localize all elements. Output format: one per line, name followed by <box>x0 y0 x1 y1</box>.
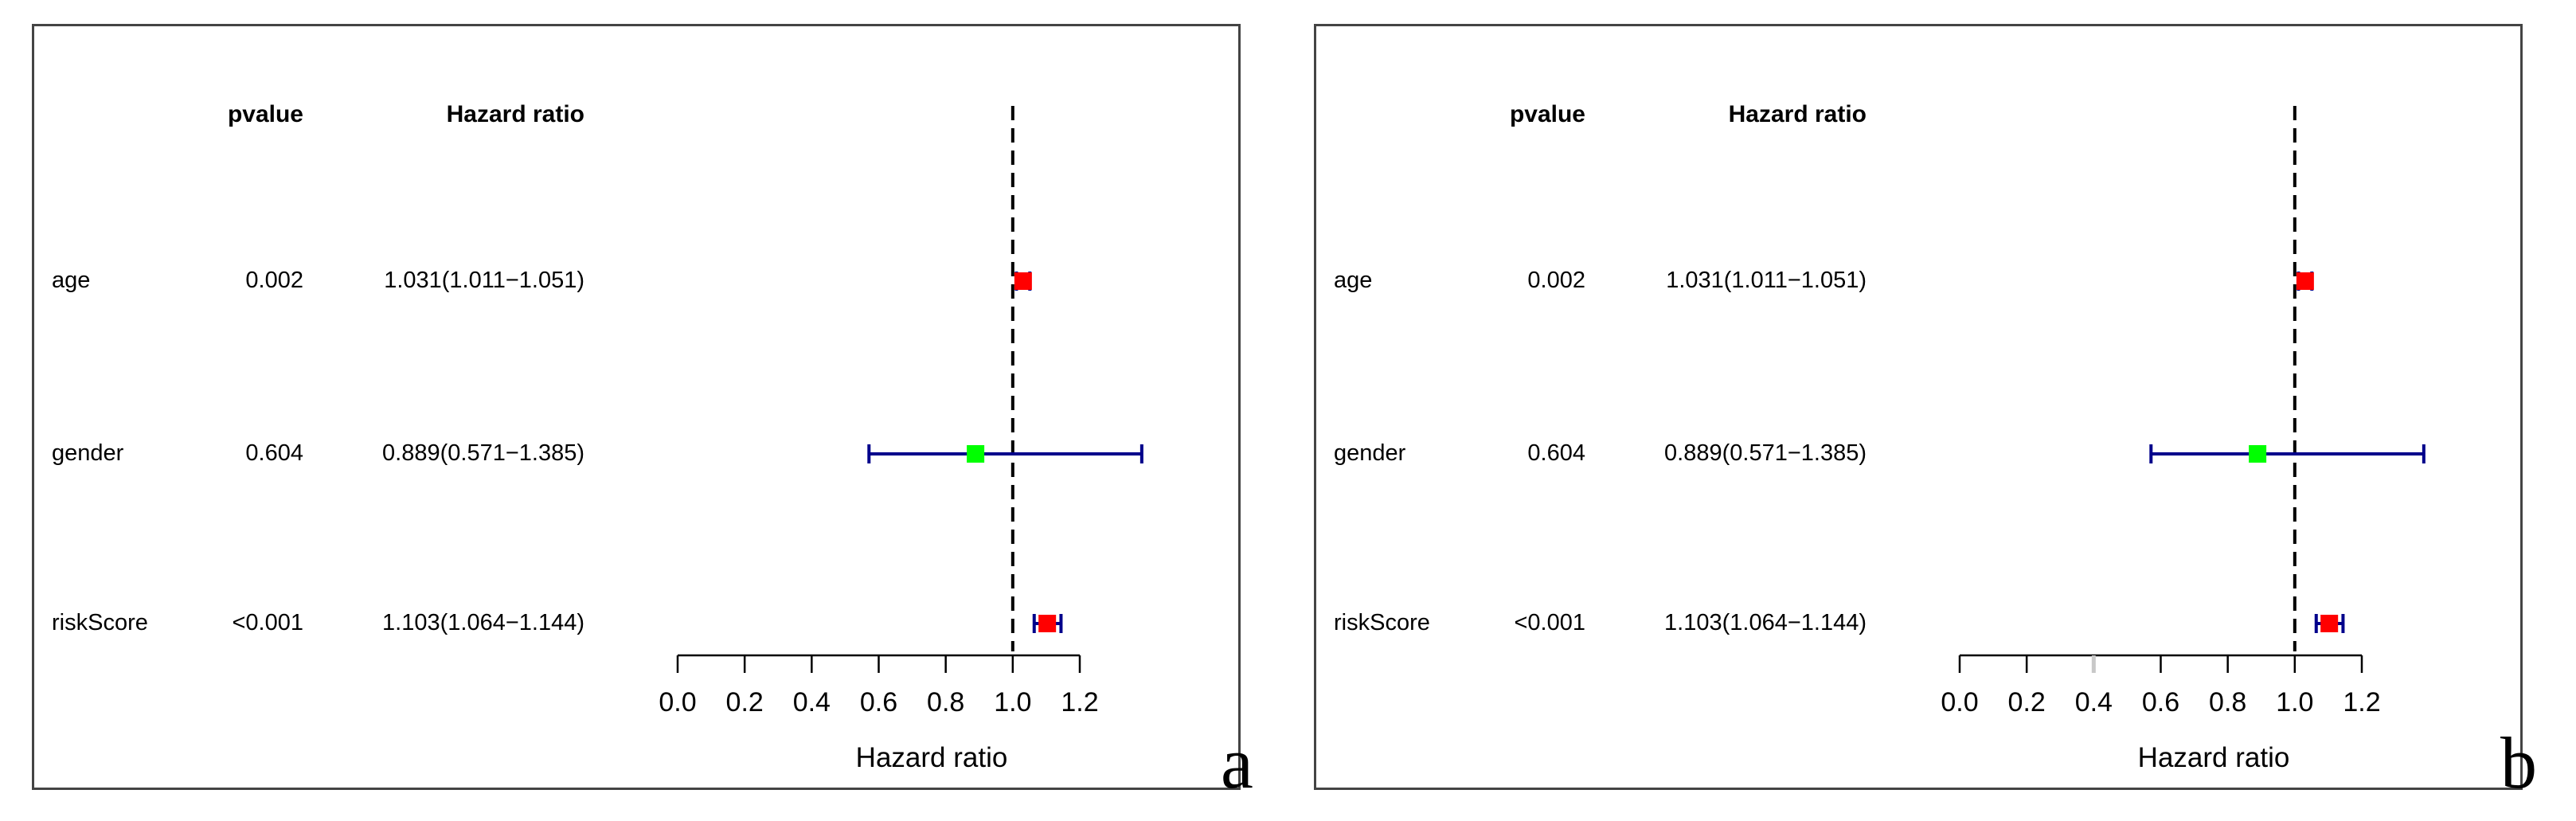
x-tick-label: 1.0 <box>994 687 1031 717</box>
x-tick-label: 1.0 <box>2276 687 2313 717</box>
forest-panel-a: pvalue Hazard ratio age 0.002 1.031(1.01… <box>32 24 1241 790</box>
row-hr-age: 1.031(1.011−1.051) <box>384 268 584 293</box>
point-estimate <box>1038 615 1057 632</box>
plot-marks-b <box>1958 106 2426 673</box>
x-tick-label: 0.4 <box>2075 687 2113 717</box>
row-hr-riskscore: 1.103(1.064−1.144) <box>382 610 584 635</box>
forest-panel-b: pvalue Hazard ratio age 0.002 1.031(1.01… <box>1314 24 2523 790</box>
row-label-gender: gender <box>52 440 124 466</box>
point-estimate <box>1014 272 1032 290</box>
row-label-gender: gender <box>1334 440 1406 466</box>
row-label-riskscore: riskScore <box>52 610 148 635</box>
x-axis-label: Hazard ratio <box>856 742 1008 773</box>
plot-marks-a <box>676 106 1143 673</box>
x-tick-label: 1.2 <box>2343 687 2380 717</box>
row-label-age: age <box>1334 268 1372 293</box>
x-tick-label: 0.6 <box>2142 687 2179 717</box>
x-tick-labels-b: 0.0 0.2 0.4 0.6 0.8 1.0 1.2 <box>1941 687 2380 717</box>
row-pvalue-age: 0.002 <box>1527 268 1585 293</box>
x-tick-label: 0.2 <box>726 687 764 717</box>
x-tick-label: 1.2 <box>1061 687 1098 717</box>
row-pvalue-gender: 0.604 <box>1527 440 1585 466</box>
panel-letter-b: b <box>2500 722 2537 803</box>
x-tick-label: 0.8 <box>2209 687 2246 717</box>
x-tick-label: 0.4 <box>793 687 831 717</box>
pvalue-header: pvalue <box>228 101 303 127</box>
row-pvalue-riskscore: <0.001 <box>1514 610 1585 635</box>
panel-letter-a: a <box>1221 722 1253 803</box>
row-hr-gender: 0.889(0.571−1.385) <box>1664 440 1867 466</box>
x-tick-label: 0.0 <box>659 687 696 717</box>
point-estimate <box>2296 272 2314 290</box>
forest-plot-b: pvalue Hazard ratio age 0.002 1.031(1.01… <box>1334 101 2426 773</box>
hazard-ratio-header: Hazard ratio <box>1729 101 1867 127</box>
x-tick-label: 0.6 <box>860 687 897 717</box>
row-pvalue-riskscore: <0.001 <box>232 610 303 635</box>
hazard-ratio-header: Hazard ratio <box>447 101 584 127</box>
row-label-age: age <box>52 268 90 293</box>
row-hr-age: 1.031(1.011−1.051) <box>1666 268 1867 293</box>
x-tick-label: 0.8 <box>927 687 964 717</box>
forest-plot-a: pvalue Hazard ratio age 0.002 1.031(1.01… <box>52 101 1143 773</box>
point-estimate <box>2320 615 2339 632</box>
x-axis-label: Hazard ratio <box>2138 742 2290 773</box>
pvalue-header: pvalue <box>1510 101 1585 127</box>
point-estimate <box>2249 445 2267 463</box>
row-label-riskscore: riskScore <box>1334 610 1430 635</box>
point-estimate <box>967 445 985 463</box>
row-pvalue-gender: 0.604 <box>245 440 303 466</box>
row-hr-gender: 0.889(0.571−1.385) <box>382 440 584 466</box>
row-hr-riskscore: 1.103(1.064−1.144) <box>1664 610 1867 635</box>
x-tick-labels-a: 0.0 0.2 0.4 0.6 0.8 1.0 1.2 <box>659 687 1098 717</box>
x-tick-label: 0.2 <box>2008 687 2046 717</box>
row-pvalue-age: 0.002 <box>245 268 303 293</box>
x-tick-label: 0.0 <box>1941 687 1978 717</box>
